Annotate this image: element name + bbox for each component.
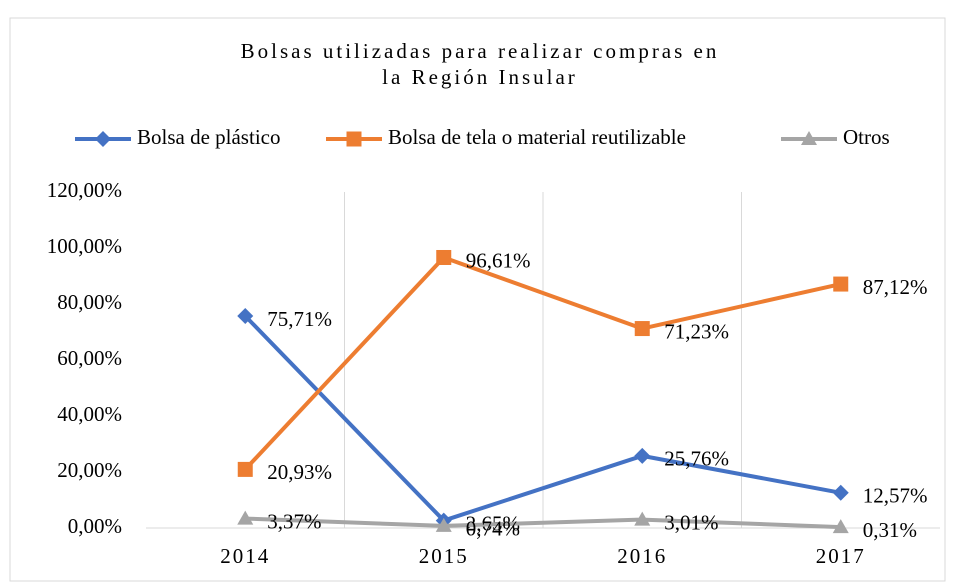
marker — [801, 131, 817, 145]
legend-label: Otros — [843, 125, 890, 149]
data-label: 25,76% — [664, 447, 729, 471]
marker — [237, 510, 254, 525]
marker — [634, 511, 651, 526]
data-label: 3,01% — [664, 510, 718, 534]
data-label: 3,37% — [267, 509, 321, 533]
marker — [237, 308, 254, 325]
x-tick-label: 2014 — [220, 544, 270, 568]
y-tick-label: 100,00% — [47, 234, 122, 258]
y-tick-label: 120,00% — [47, 178, 122, 202]
y-tick-label: 0,00% — [68, 514, 122, 538]
marker — [435, 517, 452, 532]
chart-border — [9, 17, 946, 582]
chart-title: Bolsas utilizadas para realizar compras … — [240, 39, 720, 89]
legend-label: Bolsa de tela o material reutilizable — [388, 125, 686, 149]
data-label: 12,57% — [863, 484, 928, 508]
y-tick-label: 20,00% — [57, 458, 122, 482]
marker — [95, 131, 111, 147]
marker — [634, 321, 650, 337]
series-line — [245, 516, 841, 530]
data-label: 0,31% — [863, 518, 917, 542]
series-line — [243, 255, 842, 471]
x-tick-label: 2016 — [617, 544, 667, 568]
marker — [346, 131, 362, 147]
y-tick-label: 40,00% — [57, 402, 122, 426]
y-tick-label: 80,00% — [57, 290, 122, 314]
marker — [436, 249, 452, 265]
legend-label: Bolsa de plástico — [137, 125, 280, 149]
data-label: 71,23% — [664, 319, 729, 343]
x-tick-label: 2015 — [419, 544, 469, 568]
data-label: 20,93% — [267, 460, 332, 484]
marker — [832, 519, 849, 534]
data-label: 75,71% — [267, 307, 332, 331]
marker — [832, 484, 849, 501]
marker — [833, 276, 849, 292]
marker — [634, 447, 651, 464]
x-tick-label: 2017 — [816, 544, 866, 568]
data-label: 87,12% — [863, 275, 928, 299]
y-tick-label: 60,00% — [57, 346, 122, 370]
data-label: 0,74% — [466, 517, 520, 541]
data-label: 96,61% — [466, 248, 531, 272]
marker — [237, 461, 253, 477]
series-line — [243, 314, 842, 523]
